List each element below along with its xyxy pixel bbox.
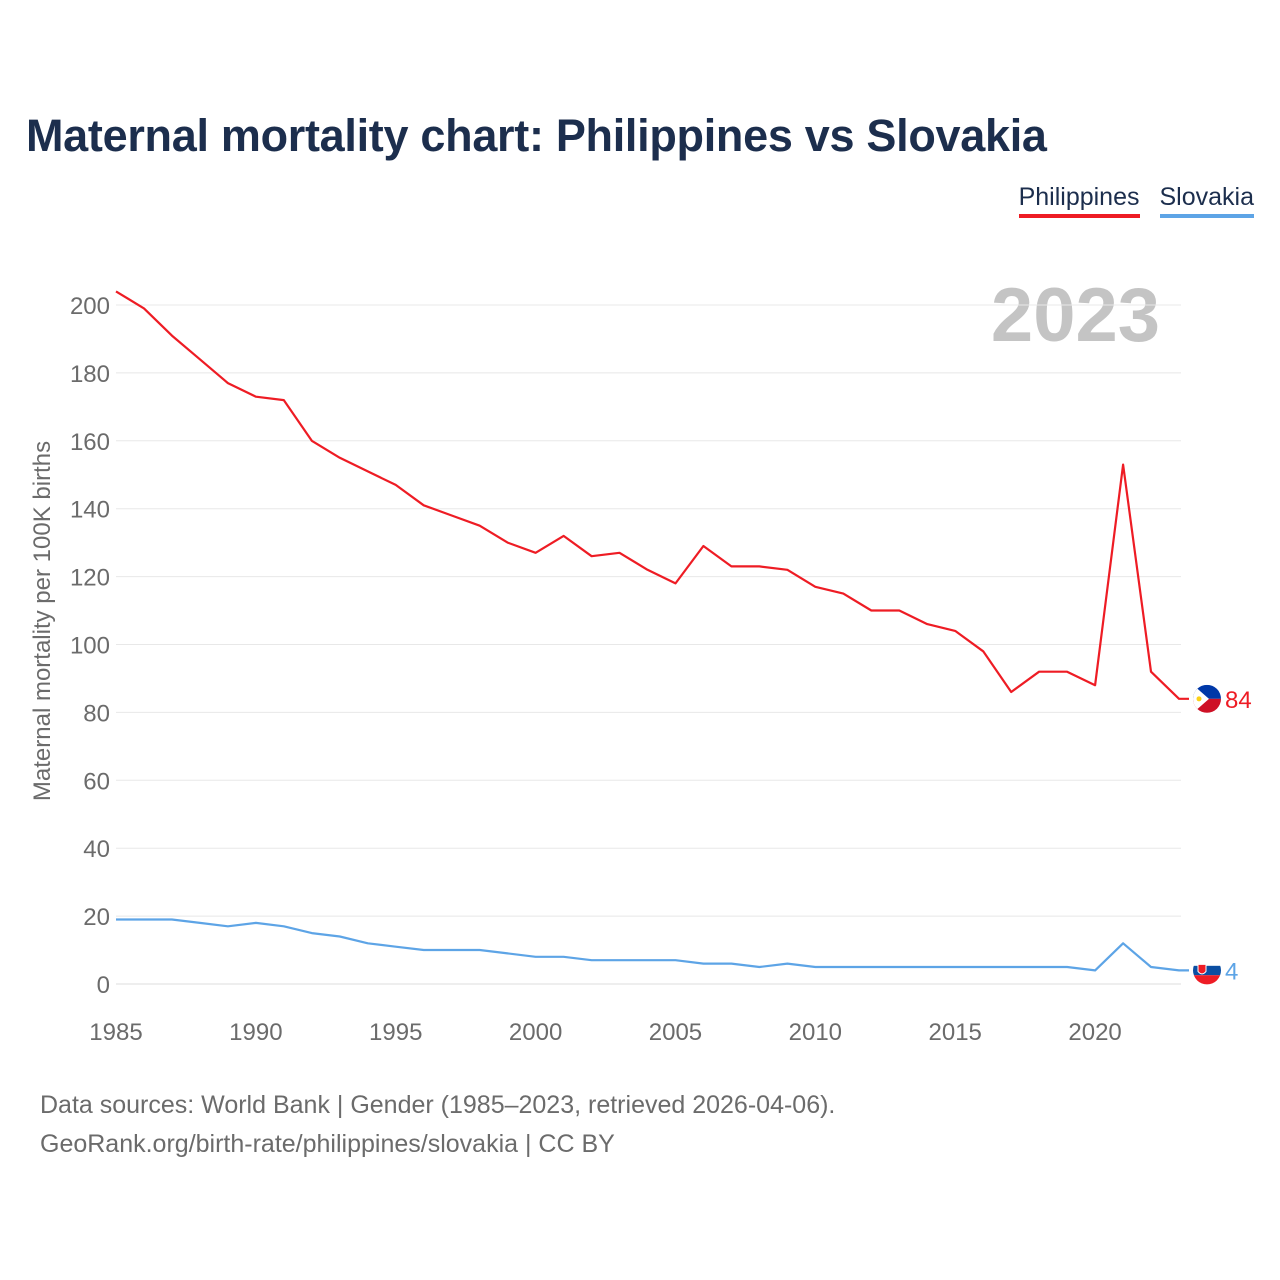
y-tick-label: 0 [97, 972, 110, 999]
x-tick-label: 2005 [649, 1019, 702, 1046]
series-line-philippines[interactable] [115, 290, 1189, 700]
y-axis-label: Maternal mortality per 100K births [29, 441, 56, 801]
x-tick-label: 1995 [369, 1019, 422, 1046]
legend-item-philippines[interactable]: Philippines [1018, 183, 1140, 218]
y-tick-label: 20 [83, 904, 110, 931]
footer-link[interactable]: GeoRank.org/birth-rate/philippines/slova… [40, 1130, 615, 1158]
x-tick-label: 2015 [929, 1019, 982, 1046]
x-tick-label: 1985 [89, 1019, 142, 1046]
y-tick-label: 80 [83, 700, 110, 727]
series-line-slovakia[interactable] [116, 918, 1189, 972]
y-tick-label: 200 [70, 293, 110, 320]
year-label: 2023 [991, 273, 1160, 358]
y-tick-label: 160 [70, 429, 110, 456]
footer-sources: Data sources: World Bank | Gender (1985–… [40, 1091, 836, 1119]
x-tick-label: 2000 [509, 1019, 562, 1046]
flag-philippines-icon [1193, 684, 1221, 713]
y-tick-label: 60 [83, 768, 110, 795]
x-tick-label: 2010 [789, 1019, 842, 1046]
y-tick-label: 120 [70, 565, 110, 592]
footer: Data sources: World Bank | Gender (1985–… [40, 1086, 835, 1164]
chart-title: Maternal mortality chart: Philippines vs… [26, 110, 1047, 161]
y-tick-label: 180 [70, 361, 110, 388]
end-value-label-slovakia: 4 [1225, 958, 1238, 985]
line-chart: 2023 Maternal mortality per 100K births … [29, 273, 1252, 1046]
y-tick-label: 40 [83, 836, 110, 863]
legend: Philippines Slovakia [1018, 183, 1254, 218]
flag-slovakia-icon [1193, 956, 1221, 985]
y-tick-label: 100 [70, 633, 110, 660]
end-value-label-philippines: 84 [1225, 687, 1252, 714]
legend-item-slovakia[interactable]: Slovakia [1159, 183, 1254, 218]
x-tick-label: 1990 [229, 1019, 282, 1046]
x-tick-label: 2020 [1068, 1019, 1121, 1046]
y-tick-label: 140 [70, 497, 110, 524]
